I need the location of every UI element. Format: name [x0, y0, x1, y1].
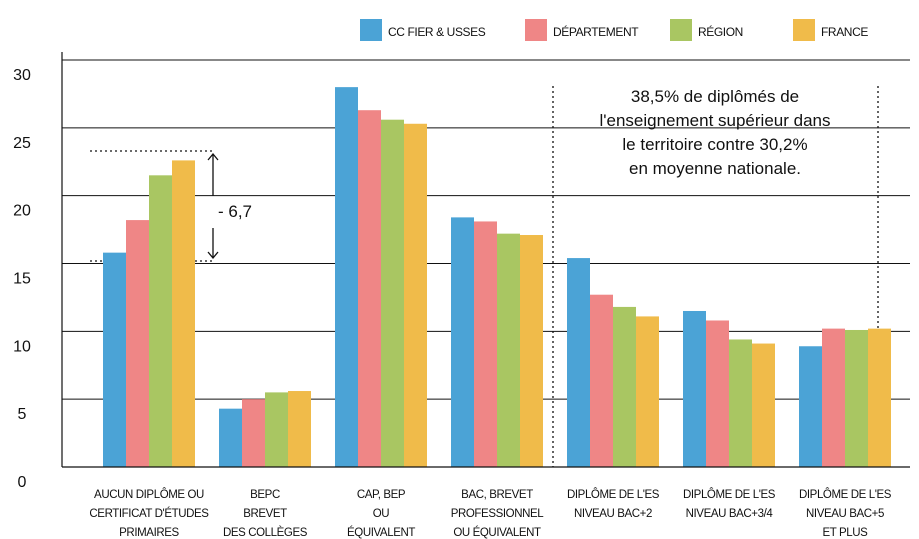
bar [335, 87, 358, 467]
bar [729, 339, 752, 467]
bar [404, 123, 427, 467]
bar [219, 408, 242, 467]
annotation: 38,5% de diplômés de l'enseignement supér… [599, 87, 830, 178]
bar [590, 294, 613, 467]
bar [242, 399, 265, 467]
legend-swatch [525, 19, 547, 41]
y-tick-label: 0 [18, 474, 27, 491]
x-tick-label: DIPLÔME DE L'ES NIVEAU BAC+3/4 [683, 488, 776, 520]
bar [636, 316, 659, 467]
bar [799, 346, 822, 467]
bar [381, 119, 404, 468]
y-tick-label: 10 [13, 339, 31, 356]
bar [103, 252, 126, 467]
bar [172, 160, 195, 468]
legend-swatch [670, 19, 692, 41]
legend-label: CC FIER & USSES [388, 25, 486, 39]
y-tick-label: 5 [18, 406, 27, 423]
y-tick-label: 25 [13, 135, 31, 152]
bar [613, 306, 636, 467]
bar [474, 221, 497, 467]
bar [126, 220, 149, 467]
y-tick-label: 15 [13, 271, 31, 288]
legend-swatch [360, 19, 382, 41]
x-tick-label: BEPC BREVET DES COLLÈGES [223, 489, 308, 539]
bar [497, 233, 520, 467]
bars [103, 87, 891, 468]
y-tick-label: 30 [13, 67, 31, 84]
bar [706, 320, 729, 467]
bar [845, 329, 868, 467]
x-tick-label: DIPLÔME DE L'ES NIVEAU BAC+2 [567, 488, 660, 520]
legend-label: RÉGION [698, 24, 743, 39]
bar [822, 328, 845, 467]
bar [149, 175, 172, 468]
legend-label: FRANCE [821, 25, 868, 39]
bar [868, 328, 891, 467]
bar [451, 217, 474, 467]
bar [520, 235, 543, 467]
y-tick-label: 20 [13, 203, 31, 220]
x-tick-label: BAC, BREVET PROFESSIONNEL OU ÉQUIVALENT [451, 489, 545, 539]
bar [567, 258, 590, 467]
bar [683, 310, 706, 467]
legend-swatch [793, 19, 815, 41]
x-tick-label: AUCUN DIPLÔME OU CERTIFICAT D'ÉTUDES PRIMA… [89, 488, 209, 539]
bar [752, 343, 775, 467]
bar [265, 392, 288, 467]
bar [288, 391, 311, 467]
x-tick-label: CAP, BEP OU ÉQUIVALENT [347, 489, 415, 539]
x-tick-label: DIPLÔME DE L'ES NIVEAU BAC+5 ET PLUS [799, 488, 892, 539]
bar [358, 110, 381, 468]
annotation: - 6,7 [218, 202, 252, 221]
legend-label: DÉPARTEMENT [553, 24, 639, 39]
